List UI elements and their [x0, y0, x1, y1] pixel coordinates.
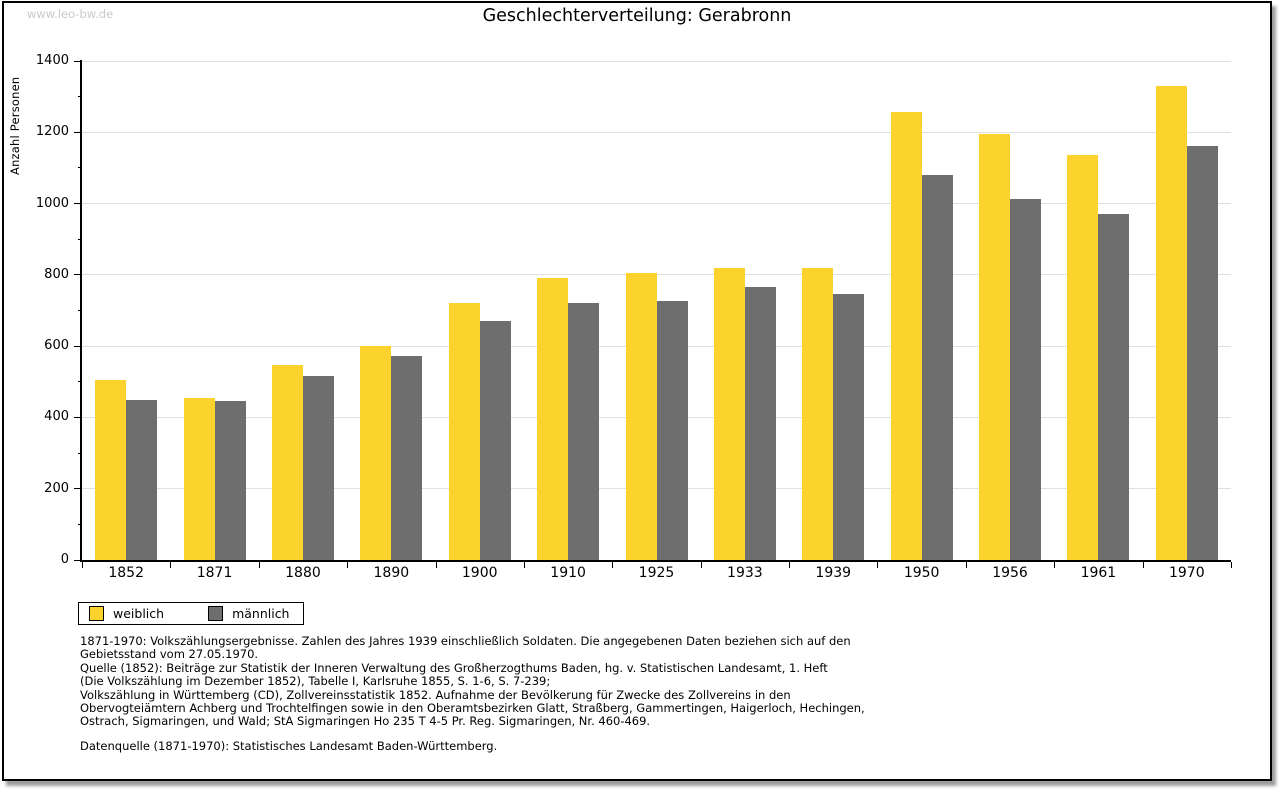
bar-männlich-1970: [1186, 145, 1218, 560]
footnote-line: Gebietsstand vom 27.05.1970.: [80, 647, 259, 662]
x-tick-label: 1880: [285, 565, 321, 581]
bar-weiblich-1939: [802, 267, 834, 560]
gridline: [82, 203, 1231, 205]
gridline: [82, 60, 1231, 62]
x-tick-label: 1950: [903, 565, 940, 581]
y-tick: [74, 416, 82, 418]
x-tick: [965, 562, 967, 568]
y-tick: [74, 488, 82, 490]
y-tick: [74, 203, 82, 205]
x-tick: [1142, 562, 1144, 568]
bar-männlich-1871: [214, 400, 246, 560]
gridline: [82, 131, 1231, 133]
legend-label-weiblich: weiblich: [113, 606, 165, 621]
y-tick-label: 1400: [35, 53, 69, 68]
y-tick: [74, 345, 82, 347]
footnote-line: 1871-1970: Volkszählungsergebnisse. Zahl…: [80, 634, 851, 648]
x-tick-label: 1925: [638, 565, 675, 581]
bar-männlich-1890: [391, 356, 423, 560]
chart-title: Geschlechterverteilung: Gerabronn: [482, 6, 792, 26]
y-tick-label: 1200: [35, 124, 69, 140]
y-tick-label: 400: [44, 409, 69, 425]
x-tick: [789, 562, 791, 568]
bar-weiblich-1956: [979, 134, 1011, 560]
x-tick: [82, 562, 83, 568]
y-tick: [74, 131, 82, 133]
y-tick-label: 0: [60, 552, 69, 567]
footnote-line: Quelle (1852): Beiträge zur Statistik de…: [80, 660, 828, 675]
x-tick: [435, 562, 437, 568]
x-axis-line: [80, 560, 1231, 562]
footnote-line: Volkszählung in Württemberg (CD), Zollve…: [80, 687, 791, 702]
bar-männlich-1900: [479, 320, 511, 560]
y-tick-label: 800: [44, 266, 69, 282]
bar-weiblich-1852: [95, 380, 127, 560]
footnote-line: Ostrach, Sigmaringen, und Wald; StA Sigm…: [80, 714, 651, 729]
footnote-line: (Die Volkszählung im Dezember 1852), Tab…: [80, 674, 551, 689]
bar-männlich-1933: [744, 286, 776, 560]
bar-männlich-1925: [656, 300, 688, 560]
x-tick: [170, 562, 172, 568]
bar-männlich-1950: [921, 175, 953, 560]
datasource-note: Datenquelle (1871-1970): Statistisches L…: [80, 739, 498, 753]
y-tick: [74, 274, 82, 276]
x-tick-label: 1970: [1168, 565, 1205, 581]
y-tick-label: 600: [44, 338, 69, 354]
legend-label-maennlich: männlich: [232, 606, 290, 621]
x-tick-label: 1910: [550, 565, 586, 581]
x-tick: [523, 562, 525, 568]
chart-page: www.leo-bw.de Geschlechterverteilung: Ge…: [2, 1, 1272, 781]
x-tick: [1231, 562, 1232, 568]
bar-weiblich-1871: [183, 397, 215, 560]
y-axis-line: [80, 60, 82, 562]
x-tick-label: 1961: [1080, 565, 1117, 581]
bar-männlich-1956: [1010, 198, 1042, 560]
x-tick: [877, 562, 879, 568]
x-tick-label: 1852: [108, 565, 144, 581]
legend: weiblich männlich: [78, 602, 305, 625]
x-tick: [258, 562, 260, 568]
bar-männlich-1961: [1098, 214, 1130, 560]
bar-weiblich-1910: [537, 278, 569, 560]
bar-weiblich-1900: [448, 302, 480, 560]
bar-weiblich-1890: [360, 346, 392, 560]
y-tick: [74, 60, 82, 62]
x-tick-label: 1900: [461, 565, 498, 581]
y-tick: [74, 559, 82, 561]
bar-weiblich-1970: [1155, 85, 1187, 560]
x-tick: [612, 562, 614, 568]
watermark-url: www.leo-bw.de: [27, 7, 114, 21]
x-tick-label: 1956: [992, 565, 1028, 581]
bar-männlich-1852: [126, 400, 158, 560]
footnotes: 1871-1970: Volkszählungsergebnisse. Zahl…: [80, 634, 1180, 729]
x-tick-label: 1871: [196, 565, 233, 581]
footnote-line: Obervogteiämtern Achberg und Trochtelfin…: [80, 701, 865, 716]
plot-area: 0 200 400 600 800 1000 1200 1400 1852 1871 1880 189…: [4, 3, 1270, 779]
gridline: [82, 274, 1231, 276]
x-tick: [347, 562, 349, 568]
bar-weiblich-1933: [713, 267, 745, 560]
y-tick-label: 1000: [35, 195, 69, 211]
x-tick: [700, 562, 702, 568]
bar-männlich-1939: [833, 294, 865, 560]
bar-weiblich-1925: [625, 272, 657, 560]
legend-swatch-maennlich: [208, 606, 224, 621]
x-tick-label: 1939: [815, 565, 852, 581]
bar-weiblich-1880: [271, 365, 303, 560]
bar-männlich-1910: [568, 302, 600, 560]
bar-weiblich-1950: [890, 111, 922, 560]
x-tick-label: 1890: [373, 565, 410, 581]
legend-swatch-weiblich: [89, 606, 104, 621]
bar-weiblich-1961: [1067, 154, 1099, 560]
x-tick-label: 1933: [727, 565, 763, 581]
y-tick-label: 200: [44, 480, 69, 496]
x-tick: [1054, 562, 1056, 568]
bar-männlich-1880: [302, 375, 334, 560]
